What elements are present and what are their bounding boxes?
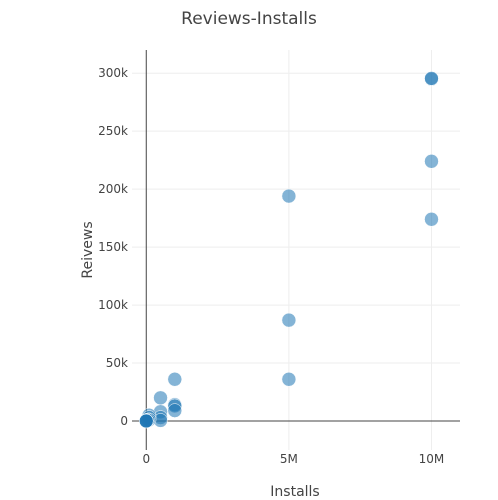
data-points [139, 71, 439, 429]
data-point [167, 403, 183, 418]
y-tick-label: 0 [120, 414, 128, 428]
data-point [139, 413, 154, 429]
x-tick-label: 0 [142, 452, 150, 466]
y-tick-label: 300k [98, 66, 128, 80]
x-tick-label: 5M [280, 452, 298, 466]
data-point [281, 188, 297, 204]
data-point [281, 372, 297, 387]
data-point [281, 312, 297, 328]
x-tick-label: 10M [419, 452, 445, 466]
y-tick-label: 250k [98, 124, 128, 138]
y-tick-label: 100k [98, 298, 128, 312]
y-axis-label: Reivews [80, 221, 96, 278]
tick-labels: 0 50k 100k 150k 200k 250k 300k 0 5M 10M [98, 66, 444, 466]
chart-title: Reviews-Installs [181, 9, 317, 29]
x-axis-label: Installs [270, 484, 319, 500]
y-tick-label: 150k [98, 240, 128, 254]
y-tick-label: 200k [98, 182, 128, 196]
axes [132, 50, 460, 450]
data-point [424, 154, 439, 169]
y-tick-label: 50k [106, 356, 128, 370]
data-point [167, 372, 183, 387]
data-point [153, 390, 168, 406]
data-point [424, 212, 439, 227]
data-point [424, 71, 439, 86]
gridlines [132, 50, 460, 450]
